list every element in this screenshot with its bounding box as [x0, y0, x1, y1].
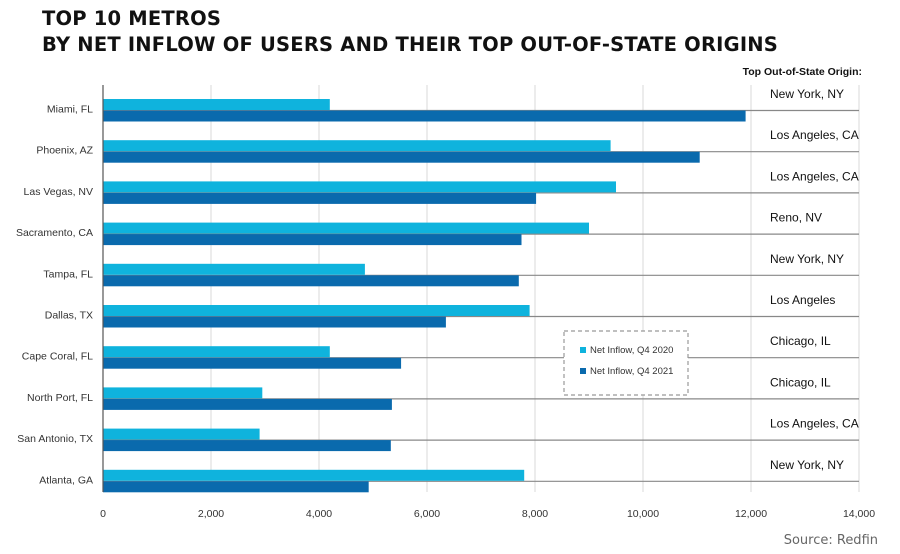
origin-label: Reno, NV: [770, 211, 822, 225]
origin-label: Los Angeles, CA: [770, 128, 859, 142]
origin-label: Los Angeles, CA: [770, 169, 859, 183]
origin-column-header: Top Out-of-State Origin:: [743, 66, 862, 78]
bar-q4-2021[interactable]: [103, 481, 369, 493]
bar-q4-2020[interactable]: [103, 140, 611, 152]
category-label: Tampa, FL: [43, 268, 93, 280]
legend-label: Net Inflow, Q4 2020: [590, 345, 673, 356]
x-tick-label: 6,000: [414, 508, 440, 520]
x-tick-label: 4,000: [306, 508, 332, 520]
origin-label: New York, NY: [770, 87, 844, 101]
bar-q4-2021[interactable]: [103, 398, 392, 410]
x-tick-label: 0: [100, 508, 106, 520]
chart-title-line-1: TOP 10 METROS: [42, 7, 222, 30]
bar-q4-2021[interactable]: [103, 316, 446, 328]
category-label: San Antonio, TX: [17, 433, 93, 445]
legend-label: Net Inflow, Q4 2021: [590, 366, 673, 377]
legend-swatch: [580, 347, 586, 353]
chart-title-line-2: BY NET INFLOW OF USERS AND THEIR TOP OUT…: [42, 33, 779, 56]
origin-label: Chicago, IL: [770, 334, 831, 348]
bar-q4-2021[interactable]: [103, 275, 519, 287]
category-label: Sacramento, CA: [16, 227, 93, 239]
category-label: Las Vegas, NV: [24, 186, 93, 198]
source-credit: Source: Redfin: [783, 533, 878, 548]
origin-label: Los Angeles: [770, 293, 835, 307]
x-tick-label: 10,000: [627, 508, 659, 520]
category-label: Cape Coral, FL: [22, 351, 93, 363]
bar-q4-2021[interactable]: [103, 151, 700, 163]
bar-q4-2021[interactable]: [103, 357, 402, 369]
bar-q4-2020[interactable]: [103, 263, 365, 275]
bar-q4-2020[interactable]: [103, 428, 260, 440]
origin-label: Los Angeles, CA: [770, 417, 859, 431]
bar-q4-2021[interactable]: [103, 192, 537, 204]
bar-q4-2020[interactable]: [103, 222, 589, 234]
origin-label: New York, NY: [770, 252, 844, 266]
category-label: Phoenix, AZ: [36, 145, 93, 157]
origin-label: Chicago, IL: [770, 375, 831, 389]
bar-q4-2020[interactable]: [103, 469, 525, 481]
x-tick-label: 14,000: [843, 508, 875, 520]
x-tick-label: 8,000: [522, 508, 548, 520]
legend-box: [563, 330, 689, 396]
category-label: North Port, FL: [27, 392, 93, 404]
bar-q4-2021[interactable]: [103, 234, 522, 246]
x-tick-label: 12,000: [735, 508, 767, 520]
category-label: Dallas, TX: [45, 310, 93, 322]
bar-q4-2020[interactable]: [103, 305, 530, 316]
chart-title: TOP 10 METROS BY NET INFLOW OF USERS AND…: [42, 6, 778, 58]
bar-q4-2020[interactable]: [103, 181, 616, 193]
bar-q4-2020[interactable]: [103, 99, 330, 110]
legend-swatch: [580, 368, 586, 374]
category-label: Atlanta, GA: [39, 474, 93, 486]
bar-q4-2020[interactable]: [103, 387, 263, 399]
category-label: Miami, FL: [47, 104, 93, 116]
bar-q4-2020[interactable]: [103, 346, 330, 358]
bar-q4-2021[interactable]: [103, 440, 391, 452]
x-tick-label: 2,000: [198, 508, 224, 520]
bar-q4-2021[interactable]: [103, 110, 746, 122]
origin-label: New York, NY: [770, 458, 844, 472]
